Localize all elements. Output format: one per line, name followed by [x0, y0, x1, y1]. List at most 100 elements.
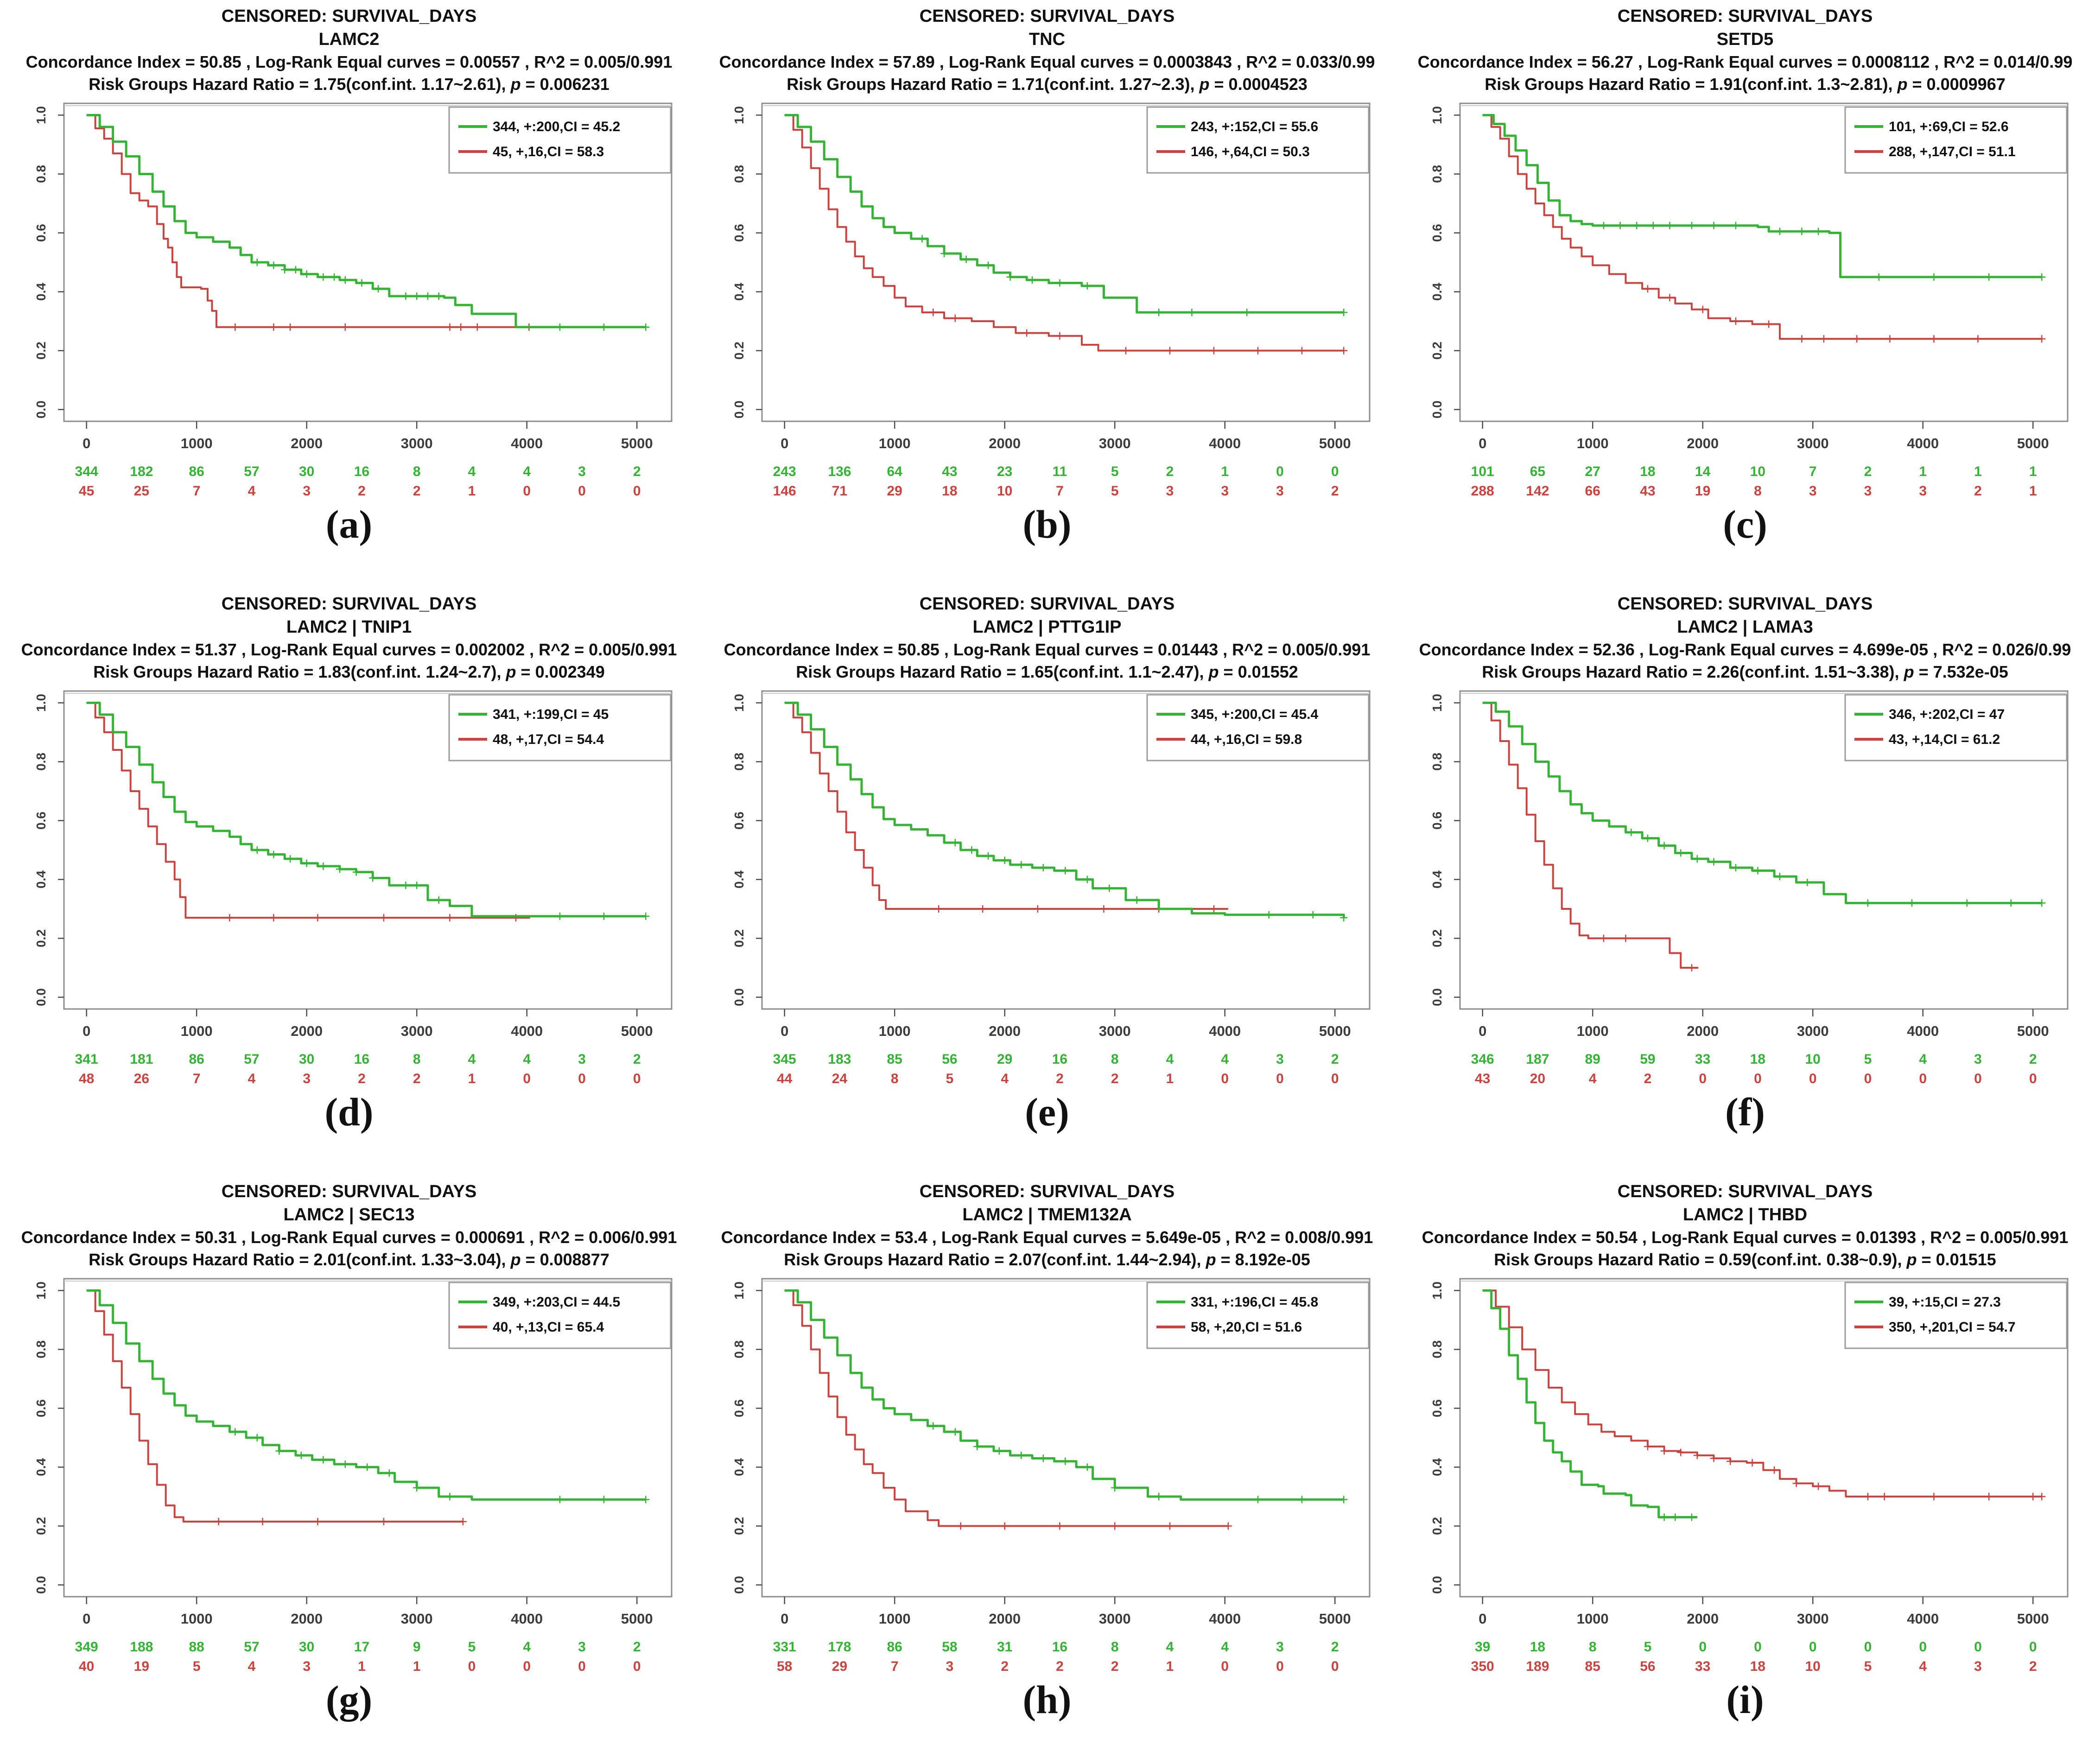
- y-tick-label: 0.8: [732, 1340, 746, 1358]
- legend-green-label: 344, +:200,CI = 45.2: [493, 119, 620, 134]
- x-tick-label: 5000: [621, 435, 653, 451]
- p-value: = 8.192e-05: [1216, 1250, 1310, 1269]
- at-risk-count-green: 23: [997, 464, 1012, 479]
- at-risk-count-red: 3: [303, 1071, 311, 1086]
- legend-box: [448, 694, 672, 761]
- panel-letter: (h): [1022, 1677, 1072, 1722]
- y-tick-label: 0.6: [34, 812, 48, 830]
- at-risk-count-green: 4: [1221, 1639, 1229, 1655]
- p-symbol: p: [510, 74, 521, 94]
- at-risk-count-red: 19: [134, 1659, 149, 1674]
- at-risk-count-green: 2: [1864, 464, 1872, 479]
- at-risk-count-red: 7: [193, 483, 201, 499]
- panel-stats: Concordance Index = 57.89 , Log-Rank Equ…: [719, 52, 1375, 72]
- y-tick-label: 0.4: [732, 870, 746, 888]
- y-tick-label: 0.8: [732, 753, 746, 771]
- at-risk-count-green: 7: [1809, 464, 1817, 479]
- panel-stats: Concordance Index = 50.85 , Log-Rank Equ…: [724, 640, 1371, 660]
- x-tick-label: 0: [1479, 1611, 1486, 1627]
- at-risk-count-red: 44: [777, 1071, 793, 1086]
- panel-stats: Concordance Index = 56.27 , Log-Rank Equ…: [1417, 52, 2073, 72]
- panel-stats: Concordance Index = 50.31 , Log-Rank Equ…: [21, 1228, 677, 1247]
- x-tick-label: 1000: [181, 1023, 213, 1039]
- at-risk-count-red: 350: [1471, 1659, 1494, 1674]
- at-risk-count-red: 2: [358, 483, 366, 499]
- red-km-curve: [86, 114, 529, 329]
- at-risk-count-red: 1: [2029, 483, 2037, 499]
- km-chart: 0.00.20.40.60.81.00 1000 2000 3000 4000 50003…: [732, 690, 1371, 1086]
- at-risk-count-red: 146: [773, 483, 796, 499]
- y-tick-label: 1.0: [732, 106, 746, 124]
- at-risk-count-green: 178: [828, 1639, 851, 1655]
- at-risk-count-green: 3: [1276, 1052, 1284, 1067]
- y-tick-label: 1.0: [34, 694, 48, 712]
- x-tick-label: 4000: [511, 1023, 543, 1039]
- at-risk-count-red: 5: [946, 1071, 954, 1086]
- panel-gene: LAMC2 | LAMA3: [1677, 617, 1813, 637]
- at-risk-count-green: 1: [1919, 464, 1927, 479]
- panel-title: CENSORED: SURVIVAL_DAYS: [1617, 6, 1873, 26]
- at-risk-count-green: 1: [2029, 464, 2037, 479]
- km-panel-i: CENSORED: SURVIVAL_DAYS LAMC2 | THBD Con…: [1396, 1175, 2094, 1763]
- km-panel-a: CENSORED: SURVIVAL_DAYS LAMC2 Concordanc…: [0, 0, 698, 588]
- panel-letter: (g): [325, 1677, 373, 1722]
- y-tick-label: 0.2: [34, 929, 48, 947]
- x-tick-label: 1000: [879, 435, 911, 451]
- red-km-curve: [1482, 702, 1699, 969]
- km-panel-d: CENSORED: SURVIVAL_DAYS LAMC2 | TNIP1 Co…: [0, 588, 698, 1175]
- at-risk-count-green: 30: [299, 1639, 314, 1655]
- x-tick-label: 2000: [989, 1611, 1021, 1627]
- y-tick-label: 0.2: [34, 1517, 48, 1535]
- at-risk-count-green: 349: [75, 1639, 98, 1655]
- panel-gene: LAMC2 | TMEM132A: [962, 1205, 1132, 1225]
- x-tick-label: 2000: [291, 1611, 323, 1627]
- y-tick-label: 0.4: [1430, 283, 1444, 301]
- legend-green-label: 346, +:202,CI = 47: [1889, 707, 2005, 722]
- x-tick-label: 4000: [1209, 1611, 1241, 1627]
- at-risk-count-green: 3: [578, 1639, 586, 1655]
- y-tick-label: 0.0: [732, 400, 746, 419]
- at-risk-count-red: 4: [1001, 1071, 1009, 1086]
- x-tick-label: 5000: [1319, 1023, 1351, 1039]
- at-risk-count-red: 0: [523, 483, 531, 499]
- x-tick-label: 2000: [1687, 1611, 1719, 1627]
- at-risk-count-green: 18: [1640, 464, 1655, 479]
- y-tick-label: 0.8: [1430, 165, 1444, 183]
- at-risk-count-red: 0: [1699, 1071, 1707, 1086]
- x-tick-label: 4000: [1907, 435, 1939, 451]
- at-risk-count-red: 3: [1221, 483, 1229, 499]
- x-tick-label: 3000: [1797, 435, 1829, 451]
- panel-title: CENSORED: SURVIVAL_DAYS: [919, 6, 1175, 26]
- at-risk-count-green: 39: [1475, 1639, 1490, 1655]
- at-risk-count-green: 3: [1974, 1052, 1982, 1067]
- km-chart: 0.0 0.2 0.4 0.6 0.8 1.0 0 1000 2000 3000 4000 5000 1…: [1430, 102, 2069, 499]
- red-km-curve: [1482, 1289, 2042, 1498]
- at-risk-count-red: 3: [303, 1659, 311, 1674]
- y-tick-label: 1.0: [732, 694, 746, 712]
- panel-header: CENSORED: SURVIVAL_DAYS LAMC2 | SEC13 Co…: [0, 1180, 698, 1270]
- at-risk-count-green: 85: [887, 1052, 902, 1067]
- at-risk-count-green: 188: [130, 1639, 153, 1655]
- at-risk-count-green: 8: [1111, 1639, 1119, 1655]
- x-tick-label: 3000: [1099, 1023, 1131, 1039]
- panel-title: CENSORED: SURVIVAL_DAYS: [1617, 594, 1873, 614]
- y-tick-label: 0.8: [732, 165, 746, 183]
- at-risk-count-green: 16: [354, 1052, 369, 1067]
- at-risk-count-red: 2: [1644, 1071, 1652, 1086]
- legend-green-label: 331, +:196,CI = 45.8: [1191, 1294, 1318, 1310]
- red-km-curve: [86, 1289, 463, 1523]
- panel-hazard: Risk Groups Hazard Ratio = 2.07(conf.int…: [698, 1249, 1396, 1271]
- km-chart: 0.00.20.40.60.81.00 1000 2000 3000 4000 50003…: [732, 1278, 1371, 1674]
- x-tick-label: 1000: [1577, 435, 1609, 451]
- at-risk-count-red: 1: [413, 1659, 421, 1674]
- at-risk-count-red: 2: [1331, 483, 1339, 499]
- at-risk-count-green: 16: [1052, 1052, 1067, 1067]
- x-tick-label: 2000: [1687, 1023, 1719, 1039]
- at-risk-count-red: 40: [79, 1659, 94, 1674]
- at-risk-count-red: 2: [1111, 1659, 1119, 1674]
- at-risk-count-red: 4: [1919, 1659, 1927, 1674]
- at-risk-count-red: 3: [1809, 483, 1817, 499]
- y-tick-label: 0.6: [1430, 812, 1444, 830]
- at-risk-count-green: 86: [189, 1052, 204, 1067]
- at-risk-count-red: 0: [633, 1071, 641, 1086]
